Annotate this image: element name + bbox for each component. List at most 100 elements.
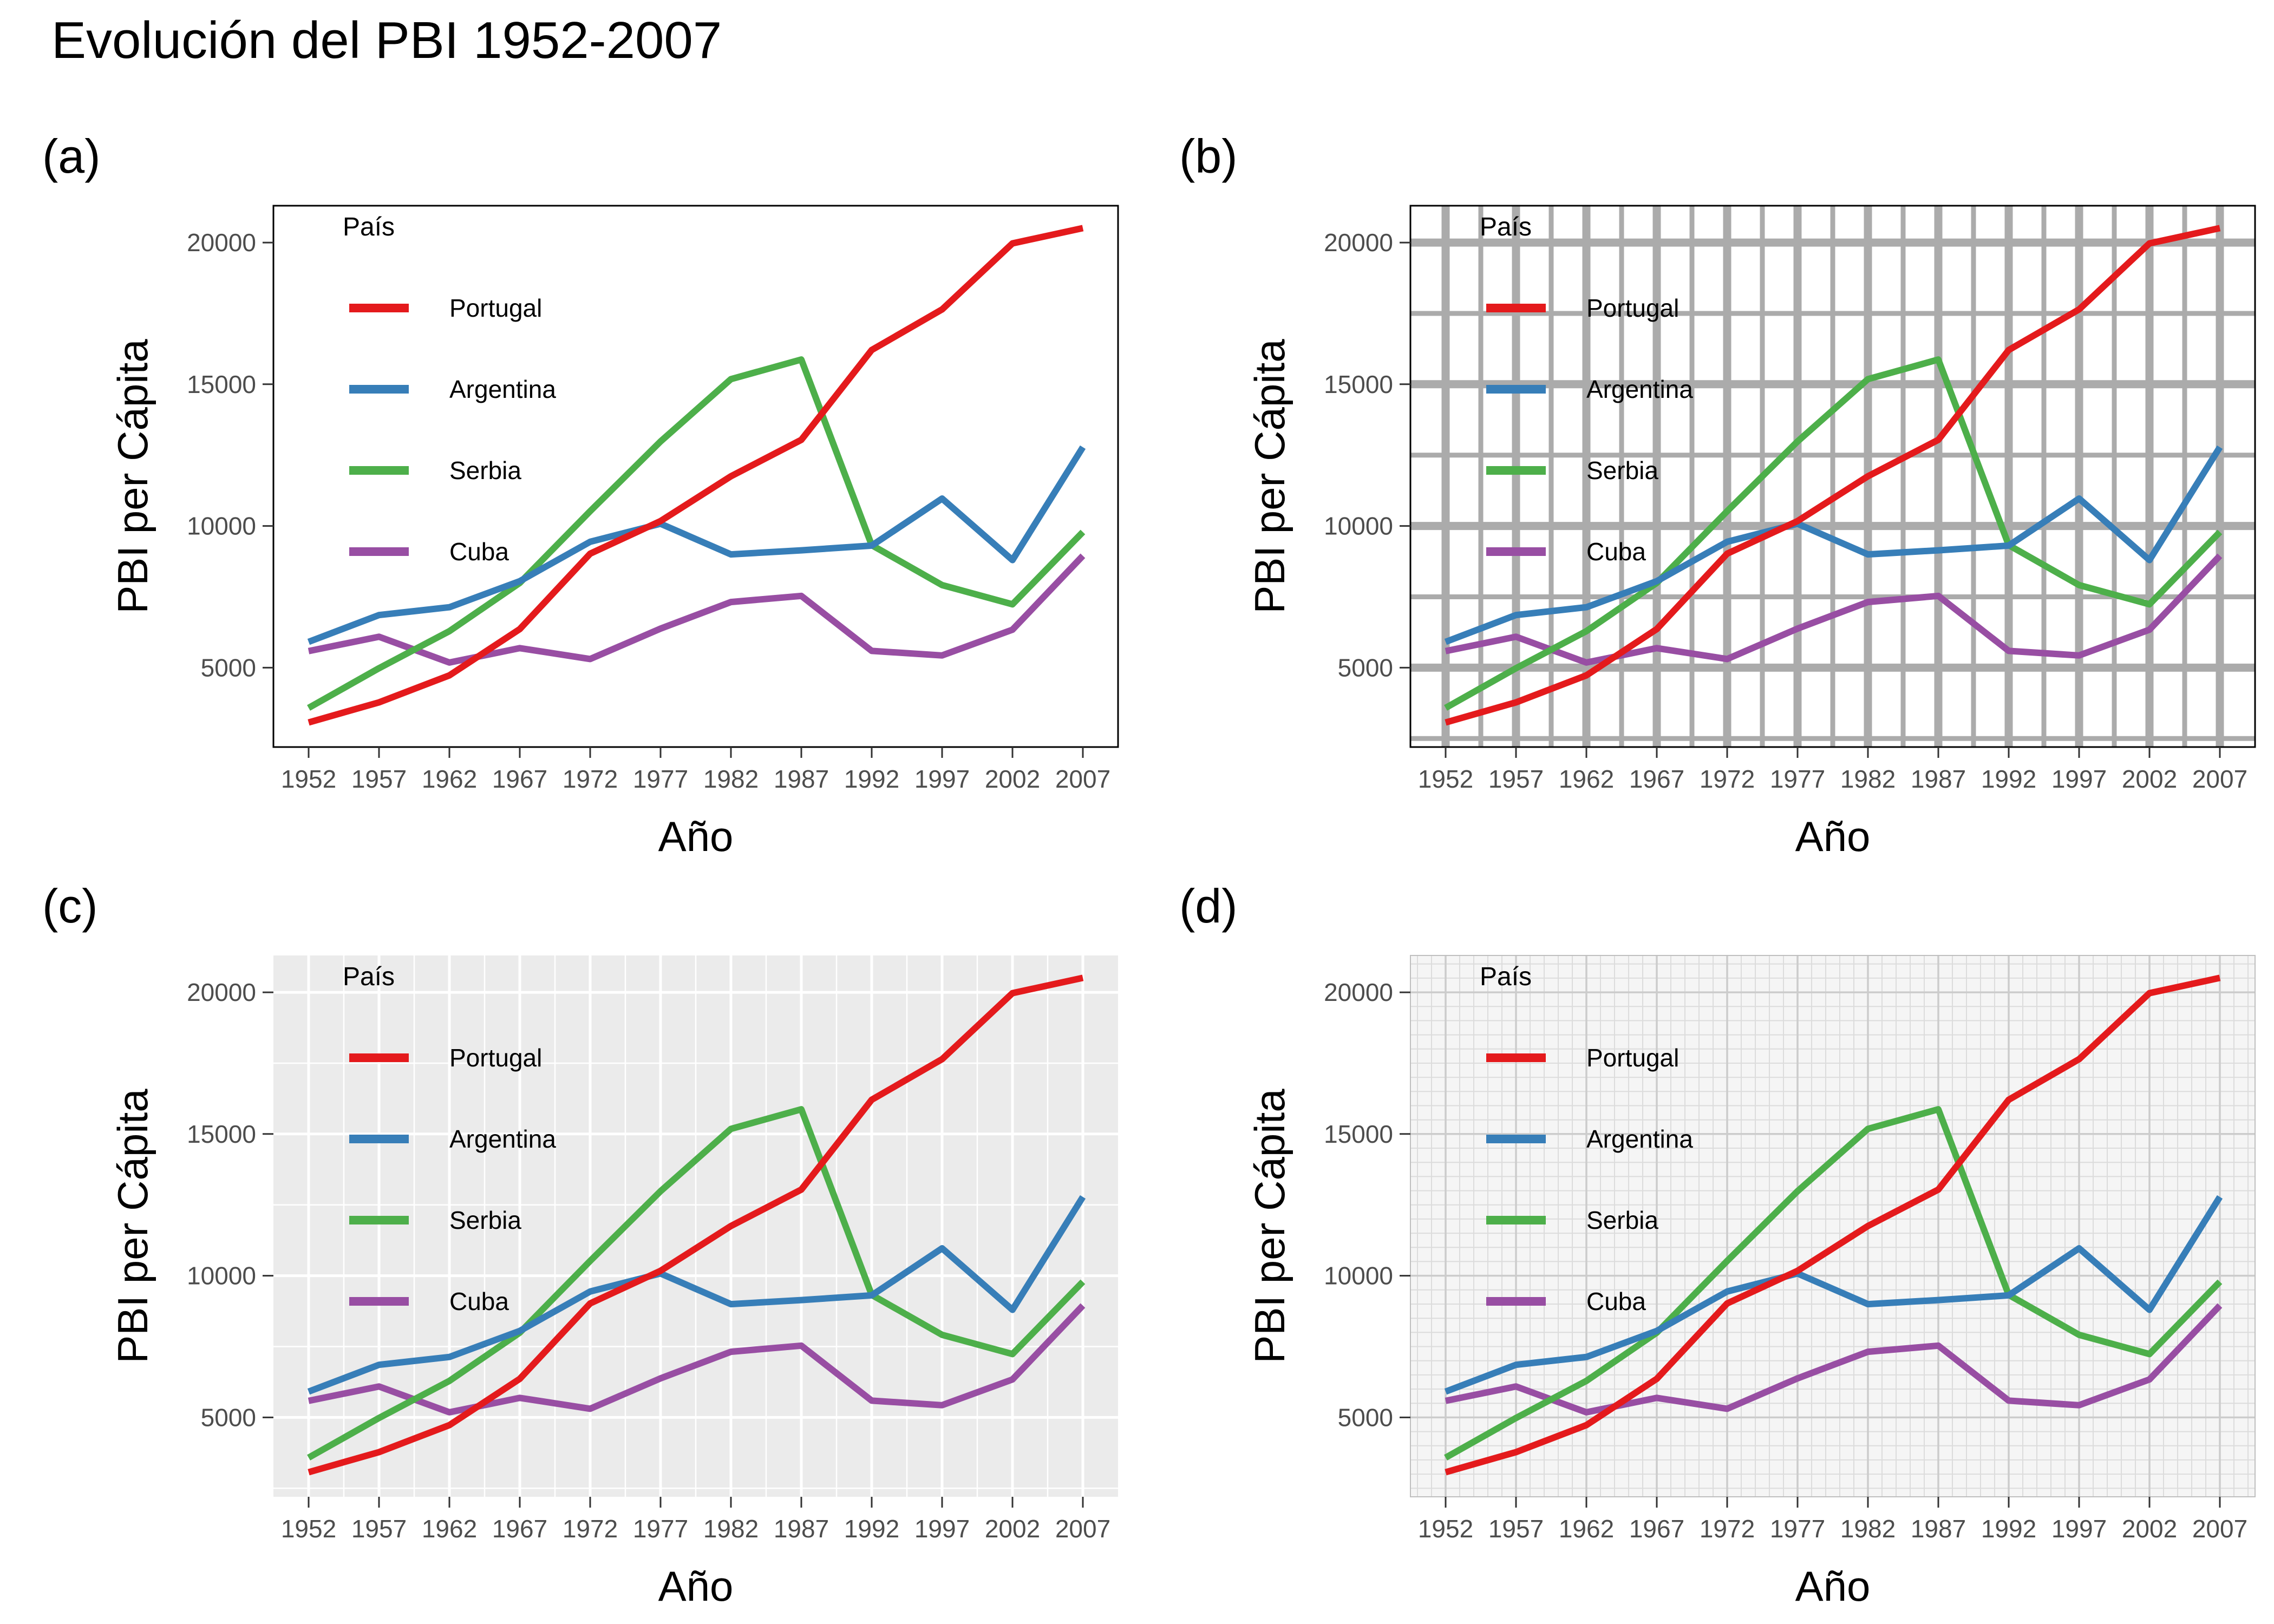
x-tick-label: 1982 xyxy=(1840,765,1896,793)
x-tick-label: 1957 xyxy=(1488,1515,1544,1543)
panel-a-label: (a) xyxy=(42,129,101,183)
legend-label-argentina: Argentina xyxy=(1586,1125,1693,1153)
x-tick-label: 2002 xyxy=(2122,765,2177,793)
legend-label-cuba: Cuba xyxy=(1586,1287,1646,1315)
x-tick-label: 1972 xyxy=(563,765,618,793)
x-tick-label: 1987 xyxy=(774,1515,829,1543)
panels-grid: (a) 1952 1957 1962 1967 1972 1977 1982 1987 1992… xyxy=(0,125,2274,1624)
legend-label-portugal: Portugal xyxy=(449,294,542,322)
x-tick-label: 1967 xyxy=(1629,765,1684,793)
x-tick-label: 1962 xyxy=(1559,765,1614,793)
y-tick-label: 5000 xyxy=(1338,1403,1393,1431)
x-axis-title: Año xyxy=(1795,1562,1871,1610)
series-line-argentina xyxy=(1444,1195,2223,1395)
x-axis-title: Año xyxy=(658,1562,734,1610)
x-tick-label: 1957 xyxy=(351,765,407,793)
legend-label-portugal: Portugal xyxy=(1586,1044,1679,1072)
legend-label-cuba: Cuba xyxy=(1586,538,1646,566)
series-line-cuba xyxy=(1445,553,2223,666)
y-tick-label: 5000 xyxy=(201,1403,256,1431)
plot-border xyxy=(1409,205,2256,748)
x-tick-label: 1972 xyxy=(563,1515,618,1543)
x-tick-label: 2002 xyxy=(985,1515,1040,1543)
x-tick-label: 1982 xyxy=(1840,1515,1896,1543)
series-line-argentina xyxy=(1444,445,2223,645)
y-tick-label: 20000 xyxy=(1324,978,1393,1006)
x-tick-label: 2007 xyxy=(1055,765,1110,793)
x-tick-label: 1997 xyxy=(2051,765,2107,793)
legend-label-portugal: Portugal xyxy=(1586,294,1679,322)
x-tick-label: 1952 xyxy=(1418,1515,1473,1543)
series-line-serbia xyxy=(307,356,1086,711)
legend-title: País xyxy=(1480,213,1532,241)
plot-border xyxy=(1410,955,2256,1497)
x-tick-label: 1952 xyxy=(281,765,336,793)
legend-label-argentina: Argentina xyxy=(449,375,556,403)
legend-label-cuba: Cuba xyxy=(449,538,509,566)
x-axis-title: Año xyxy=(658,813,734,860)
x-tick-label: 1992 xyxy=(1981,1515,2036,1543)
chart-panel-d: 1952 1957 1962 1967 1972 1977 1982 1987 1992 1997… xyxy=(1246,955,2256,1610)
series-line-portugal xyxy=(1445,974,2221,1476)
panel-a: (a) 1952 1957 1962 1967 1972 1977 1982 1987 1992… xyxy=(0,125,1137,874)
y-tick-label: 10000 xyxy=(1324,512,1393,540)
y-tick-label: 20000 xyxy=(1324,228,1393,257)
panel-d: (d) 1952 1957 1962 1967 1972 1977 1982 1987 1992… xyxy=(1137,874,2274,1624)
y-axis-title: PBI per Cápita xyxy=(1246,339,1293,614)
x-tick-label: 1987 xyxy=(1911,1515,1966,1543)
y-tick-label: 10000 xyxy=(187,512,256,540)
legend-label-serbia: Serbia xyxy=(449,1206,521,1234)
x-tick-label: 1972 xyxy=(1700,1515,1755,1543)
x-tick-label: 1972 xyxy=(1700,765,1755,793)
y-tick-label: 15000 xyxy=(1324,370,1393,398)
series-line-cuba xyxy=(308,1303,1086,1416)
series-line-serbia xyxy=(1444,356,2223,711)
legend-label-argentina: Argentina xyxy=(1586,375,1693,403)
x-tick-label: 1987 xyxy=(774,765,829,793)
y-tick-label: 10000 xyxy=(187,1262,256,1290)
chart-panel-b: 1952 1957 1962 1967 1972 1977 1982 1987 1992 1997… xyxy=(1246,205,2256,860)
panel-c: (c) 1952 1957 1962 1967 1972 1977 1982 1987 1992… xyxy=(0,874,1137,1624)
legend-title: País xyxy=(1480,962,1532,991)
x-tick-label: 1997 xyxy=(914,765,970,793)
chart-panel-c: 1952 1957 1962 1967 1972 1977 1982 1987 1992 1997… xyxy=(109,955,1118,1610)
x-tick-label: 2007 xyxy=(2192,765,2247,793)
panel-c-label: (c) xyxy=(42,879,98,933)
x-tick-label: 2002 xyxy=(985,765,1040,793)
panel-b: (b) 1952 1957 1962 1967 1972 1977 1982 1987 1992… xyxy=(1137,125,2274,874)
legend-label-serbia: Serbia xyxy=(1586,456,1658,484)
x-tick-label: 1992 xyxy=(844,1515,899,1543)
series-line-argentina xyxy=(307,1195,1086,1395)
x-tick-label: 1982 xyxy=(703,1515,759,1543)
x-tick-label: 2002 xyxy=(2122,1515,2177,1543)
x-tick-label: 1967 xyxy=(1629,1515,1684,1543)
x-tick-label: 1952 xyxy=(1418,765,1473,793)
y-tick-label: 10000 xyxy=(1324,1262,1393,1290)
x-tick-label: 2007 xyxy=(2192,1515,2247,1543)
y-tick-label: 15000 xyxy=(187,1120,256,1148)
plot-background xyxy=(1410,955,2255,1497)
legend-label-serbia: Serbia xyxy=(1586,1206,1658,1234)
series-line-cuba xyxy=(1445,1303,2223,1416)
series-line-cuba xyxy=(308,553,1086,666)
y-axis-title: PBI per Cápita xyxy=(109,339,156,614)
x-tick-label: 1992 xyxy=(844,765,899,793)
legend-label-argentina: Argentina xyxy=(449,1125,556,1153)
x-tick-label: 1962 xyxy=(422,1515,477,1543)
y-tick-label: 5000 xyxy=(1338,653,1393,682)
x-tick-label: 1992 xyxy=(1981,765,2036,793)
plot-background xyxy=(273,206,1118,747)
y-tick-label: 15000 xyxy=(1324,1120,1393,1148)
x-tick-label: 1977 xyxy=(1770,765,1825,793)
series-line-serbia xyxy=(307,1106,1086,1461)
x-tick-label: 1982 xyxy=(703,765,759,793)
x-tick-label: 1957 xyxy=(1488,765,1544,793)
y-tick-label: 5000 xyxy=(201,653,256,682)
legend-title: País xyxy=(343,213,395,241)
x-tick-label: 1967 xyxy=(492,765,547,793)
plot-border xyxy=(272,205,1119,748)
x-tick-label: 1977 xyxy=(1770,1515,1825,1543)
panel-d-label: (d) xyxy=(1179,879,1238,933)
x-tick-label: 1962 xyxy=(1559,1515,1614,1543)
x-tick-label: 1997 xyxy=(914,1515,970,1543)
